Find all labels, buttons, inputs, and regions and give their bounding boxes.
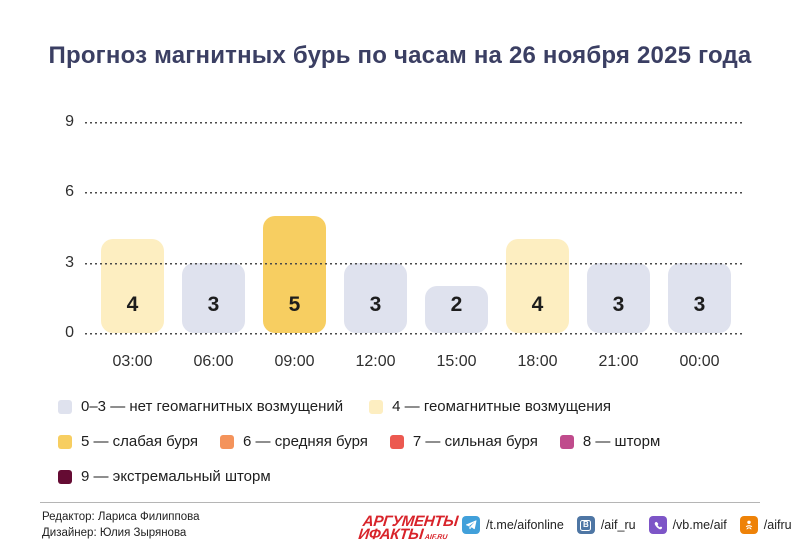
x-axis-tick: 06:00 (193, 353, 234, 370)
y-axis-tick: 3 (65, 254, 74, 271)
legend-label: 4 — геомагнитные возмущения (392, 398, 612, 415)
x-axis-tick: 09:00 (274, 353, 315, 370)
legend-swatch (58, 469, 72, 484)
aif-logo-suffix: AIF.RU (424, 534, 448, 541)
bar (182, 263, 245, 333)
legend-swatch (559, 434, 574, 449)
viber-icon (648, 516, 667, 534)
bar (344, 263, 407, 333)
bar-slot: 3 (335, 122, 416, 333)
gridline (85, 192, 745, 194)
y-axis-tick: 9 (65, 113, 74, 130)
legend-item: 4 — геомагнитные возмущения (369, 398, 611, 415)
bar-value: 3 (693, 293, 706, 316)
social-handle[interactable]: /aif_ru (600, 518, 636, 532)
designer-credit: Дизайнер: Юлия Зырянова (42, 527, 187, 539)
telegram-icon (462, 516, 480, 534)
bar-slot: 3 (173, 122, 254, 333)
bar-value: 3 (207, 293, 220, 316)
legend-item: 0–3 — нет геомагнитных возмущений (58, 398, 343, 415)
social-viber[interactable]: /vb.me/aif (648, 516, 727, 534)
legend-swatch (220, 434, 235, 449)
bar-value: 4 (126, 293, 139, 316)
x-axis-tick: 00:00 (679, 353, 720, 370)
bar-value: 3 (369, 293, 382, 316)
bar-value: 3 (612, 293, 625, 316)
legend-label: 0–3 — нет геомагнитных возмущений (81, 398, 344, 415)
x-axis-tick: 15:00 (436, 353, 477, 370)
y-axis-tick: 6 (65, 183, 74, 200)
social-handle[interactable]: /t.me/aifonline (486, 518, 564, 532)
social-links: /t.me/aifonline В /aif_ru /vb.me/aif /ai… (462, 516, 792, 534)
x-axis-tick: 18:00 (517, 353, 558, 370)
bar-slot: 2 (416, 122, 497, 333)
legend-swatch (58, 434, 72, 449)
x-axis-tick: 21:00 (598, 353, 639, 370)
social-handle[interactable]: /aifru (763, 518, 792, 532)
legend-item: 5 — слабая буря (58, 433, 198, 450)
x-axis: 03:00 06:00 09:00 12:00 15:00 18:00 21:0… (92, 353, 740, 371)
social-telegram[interactable]: /t.me/aifonline (462, 516, 564, 534)
page-title: Прогноз магнитных бурь по часам на 26 но… (48, 42, 752, 69)
legend-item: 7 — сильная буря (389, 433, 538, 450)
vk-icon: В (576, 516, 595, 534)
aif-logo-line2: ИФАКТЫAIF.RU (357, 526, 448, 543)
social-handle[interactable]: /vb.me/aif (672, 518, 727, 532)
bar-slot: 3 (659, 122, 740, 333)
bar (506, 239, 569, 333)
footer-divider (40, 502, 760, 503)
bar (587, 263, 650, 333)
bar-value: 4 (531, 293, 544, 316)
bar (425, 286, 488, 333)
gridline (85, 263, 745, 265)
bar-value: 5 (288, 293, 301, 316)
legend: 0–3 — нет геомагнитных возмущений 4 — ге… (58, 398, 758, 503)
editor-credit: Редактор: Лариса Филиппова (42, 511, 200, 523)
bar-chart: 4 3 5 3 2 4 3 3 (92, 122, 740, 333)
ok-icon (739, 516, 758, 534)
gridline (85, 333, 745, 335)
x-axis-tick: 12:00 (355, 353, 396, 370)
bar-value: 2 (450, 293, 463, 316)
y-axis-tick: 0 (65, 324, 74, 341)
bar-slot: 3 (578, 122, 659, 333)
bar-slot: 4 (497, 122, 578, 333)
bar (263, 216, 326, 333)
aif-logo: АРГУМЕНТЫ ИФАКТЫAIF.RU (357, 513, 459, 545)
legend-swatch (58, 399, 72, 414)
bar-slot: 5 (254, 122, 335, 333)
legend-label: 6 — средняя буря (243, 433, 368, 450)
gridline (85, 122, 745, 124)
legend-label: 5 — слабая буря (81, 433, 199, 450)
legend-item: 6 — средняя буря (220, 433, 368, 450)
legend-item: 9 — экстремальный шторм (58, 468, 271, 485)
legend-label: 9 — экстремальный шторм (81, 468, 271, 485)
credits: Редактор: Лариса Филиппова Дизайнер: Юли… (42, 509, 200, 541)
legend-swatch (389, 434, 404, 449)
bar-slot: 4 (92, 122, 173, 333)
legend-swatch (369, 399, 384, 414)
social-vk[interactable]: В /aif_ru (576, 516, 636, 534)
bar (101, 239, 164, 333)
legend-item: 8 — шторм (559, 433, 661, 450)
social-ok[interactable]: /aifru (739, 516, 792, 534)
x-axis-tick: 03:00 (112, 353, 153, 370)
legend-label: 7 — сильная буря (412, 433, 538, 450)
bar (668, 263, 731, 333)
legend-label: 8 — шторм (582, 433, 661, 450)
